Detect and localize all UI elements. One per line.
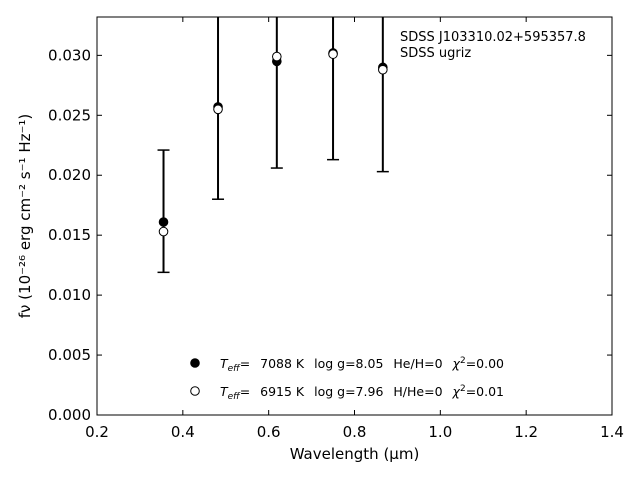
data-point-open [378,64,388,75]
data-point-filled [158,217,169,227]
x-tick-label: 0.4 [171,423,195,441]
y-tick-label: 0.025 [48,106,91,124]
x-tick-label: 0.6 [257,423,281,441]
data-point-open [158,226,169,237]
plot-frame [96,16,613,416]
data-point-open [328,49,338,59]
data-point-open [272,51,282,62]
y-tick-label: 0.010 [48,286,91,304]
x-axis-label: Wavelength (μm) [290,445,420,463]
x-tick-label: 1.0 [428,423,452,441]
x-tick-label: 0.2 [85,423,109,441]
y-tick-label: 0.015 [48,226,91,244]
y-tick-label: 0.020 [48,166,91,184]
axis-ticks: 0.2 0.4 0.6 0.8 1.0 1.2 1.4 0.000 0.005 0.010 0.01… [48,17,624,441]
y-tick-label: 0.005 [48,346,91,364]
x-tick-label: 1.4 [600,423,624,441]
legend-marker-filled [190,358,200,368]
x-tick-label: 0.8 [343,423,367,441]
y-tick-label: 0.030 [48,46,91,64]
y-tick-label: 0.000 [48,406,91,424]
x-tick-label: 1.2 [514,423,538,441]
annotation-target: SDSS J103310.02+595357.8 [400,30,586,45]
data-markers [158,48,388,237]
y-axis-label: fν (10⁻²⁶ erg cm⁻² s⁻¹ Hz⁻¹) [16,114,34,319]
annotation-survey: SDSS ugriz [400,46,471,61]
legend-marker-open [190,386,200,396]
error-bars [157,17,389,274]
data-point-open [213,104,223,115]
